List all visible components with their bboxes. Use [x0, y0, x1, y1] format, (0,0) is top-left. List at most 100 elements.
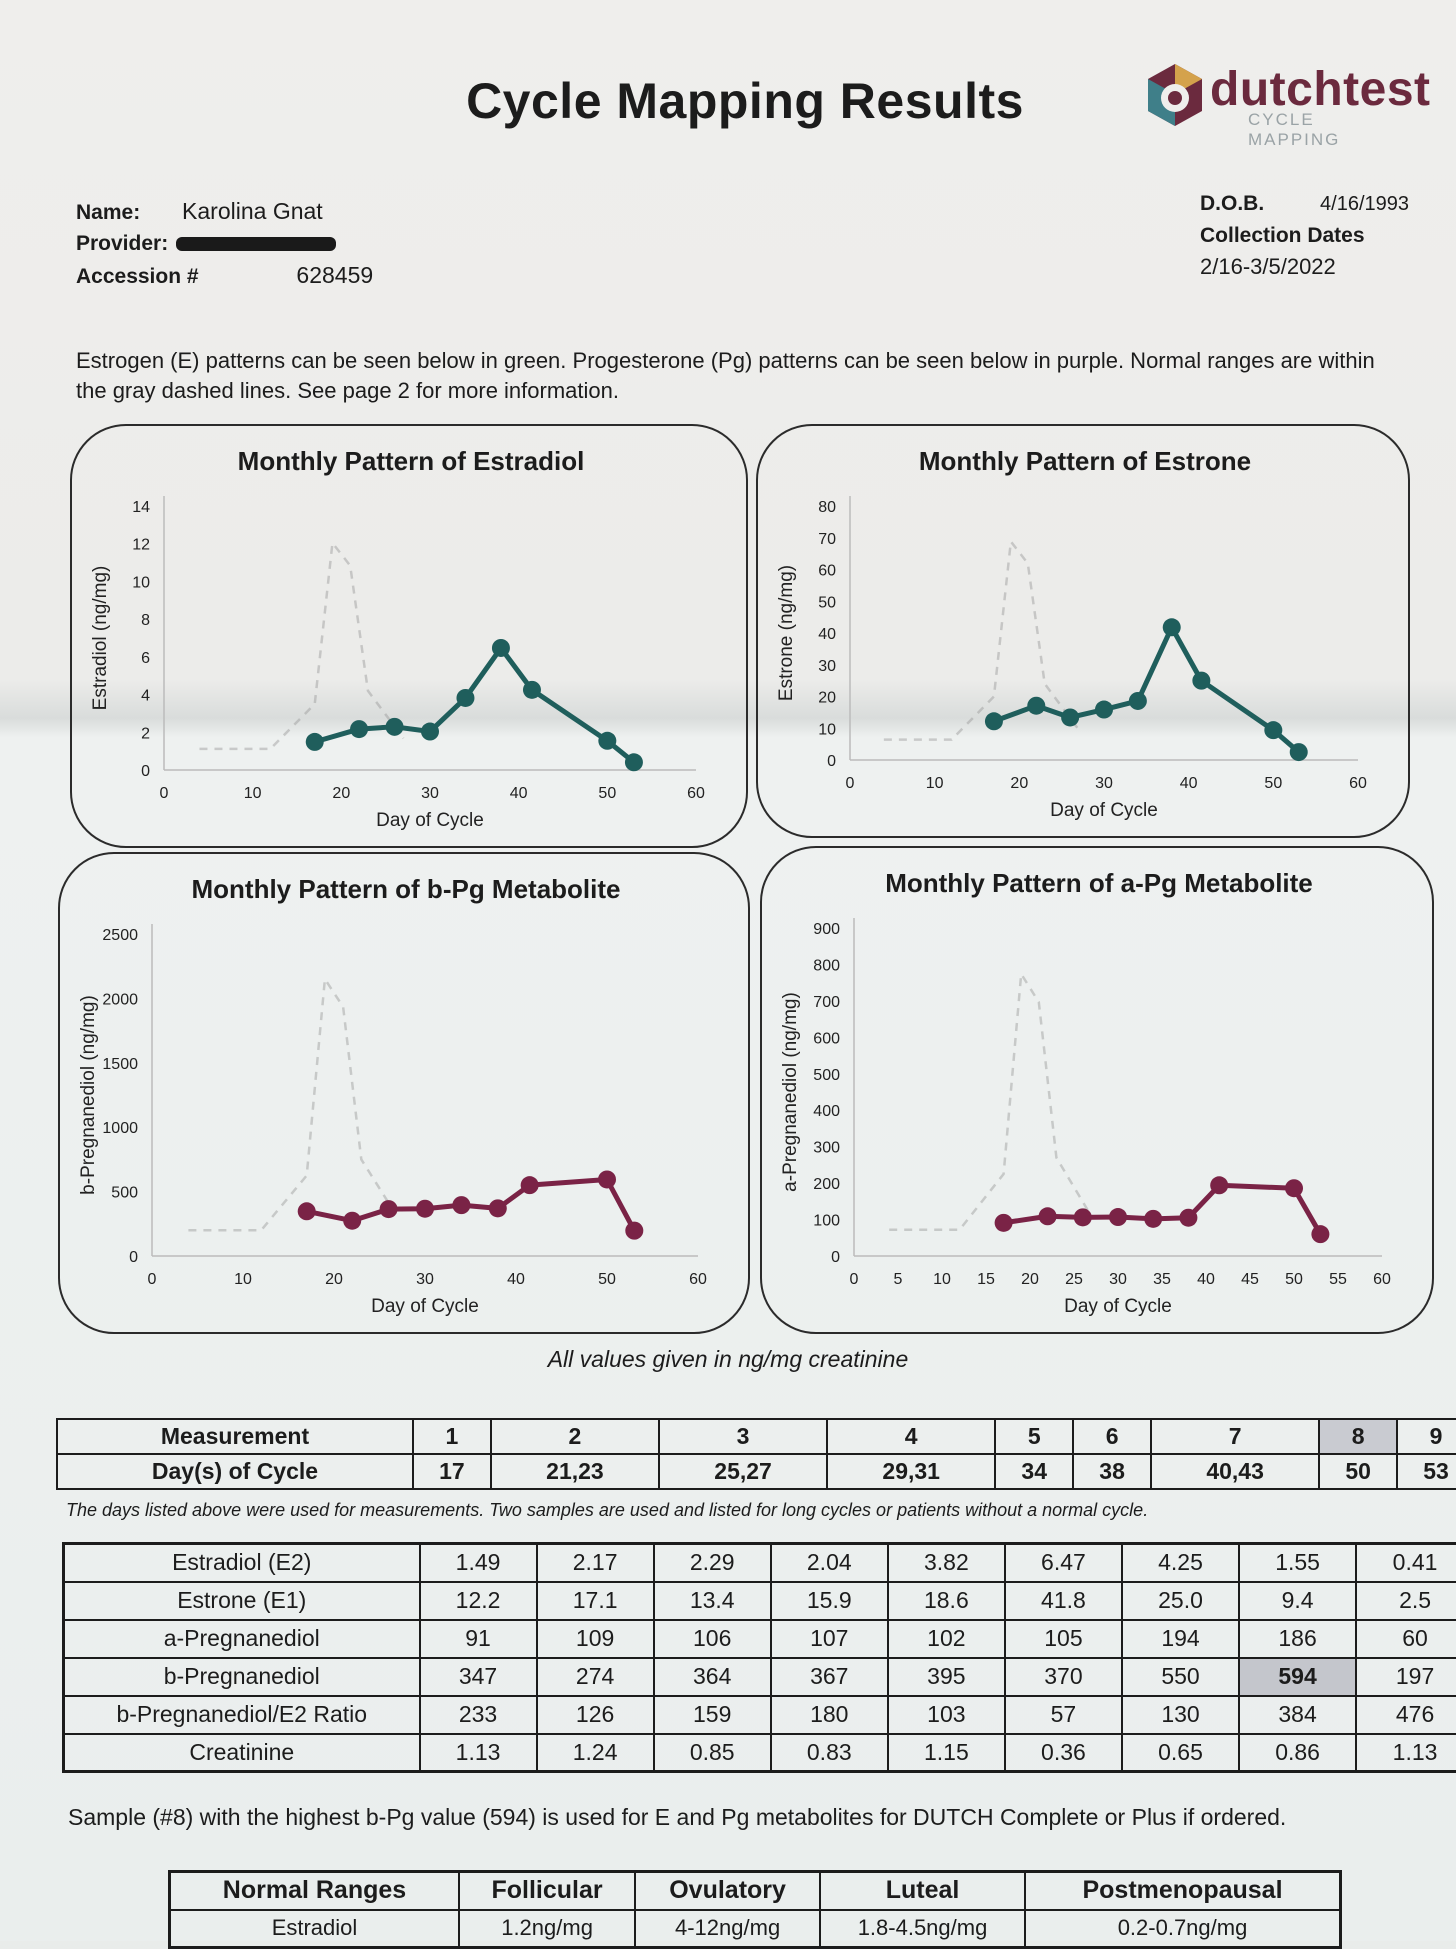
- y-tick-label: 1000: [102, 1120, 138, 1137]
- results-cell: 159: [654, 1696, 771, 1734]
- data-point: [416, 1200, 434, 1218]
- cycle-day: 40,43: [1151, 1454, 1319, 1489]
- y-tick-label: 6: [141, 650, 150, 667]
- range-label: Estradiol: [170, 1910, 459, 1948]
- results-cell: 13.4: [654, 1582, 771, 1620]
- x-tick-label: 45: [1241, 1271, 1259, 1288]
- data-point: [1129, 692, 1147, 710]
- data-point: [985, 712, 1003, 730]
- y-tick-label: 12: [132, 537, 150, 554]
- results-cell: 2.29: [654, 1544, 771, 1582]
- x-tick-label: 40: [507, 1271, 525, 1288]
- data-point: [1311, 1225, 1329, 1243]
- data-point: [489, 1199, 507, 1217]
- cycle-day: 38: [1073, 1454, 1151, 1489]
- results-row-label: Estrone (E1): [64, 1582, 420, 1620]
- x-axis-label: Day of Cycle: [371, 1296, 479, 1317]
- results-cell: 102: [888, 1620, 1005, 1658]
- results-cell: 17.1: [537, 1582, 654, 1620]
- y-tick-label: 20: [818, 690, 836, 707]
- results-cell: 0.65: [1122, 1734, 1239, 1772]
- data-point: [625, 1222, 643, 1240]
- data-point: [1192, 672, 1210, 690]
- data-point: [1074, 1208, 1092, 1226]
- y-tick-label: 40: [818, 626, 836, 643]
- results-cell: 103: [888, 1696, 1005, 1734]
- results-row-label: Estradiol (E2): [64, 1544, 420, 1582]
- dutch-logo-icon: [1140, 60, 1210, 130]
- results-cell: 370: [1005, 1658, 1122, 1696]
- results-cell: 1.24: [537, 1734, 654, 1772]
- measurement-label: Measurement: [57, 1419, 413, 1454]
- x-tick-label: 40: [1180, 775, 1198, 792]
- results-cell: 105: [1005, 1620, 1122, 1658]
- results-cell: 0.86: [1239, 1734, 1356, 1772]
- x-axis-label: Day of Cycle: [1050, 800, 1158, 821]
- cycle-day: 34: [995, 1454, 1073, 1489]
- series-line: [315, 648, 634, 762]
- chart-estrone: Monthly Pattern of Estrone01020304050607…: [758, 426, 1412, 840]
- range-value: 1.8-4.5ng/mg: [820, 1910, 1025, 1948]
- provider-redaction: [176, 237, 336, 251]
- x-tick-label: 20: [1010, 775, 1028, 792]
- y-tick-label: 900: [813, 921, 840, 938]
- y-tick-label: 10: [818, 721, 836, 738]
- results-cell: 180: [771, 1696, 888, 1734]
- cycle-day: 53: [1397, 1454, 1456, 1489]
- x-tick-label: 30: [1109, 1271, 1127, 1288]
- results-cell: 367: [771, 1658, 888, 1696]
- x-tick-label: 55: [1329, 1271, 1347, 1288]
- range-value: 1.2ng/mg: [459, 1910, 635, 1948]
- x-tick-label: 10: [244, 785, 262, 802]
- data-point: [1061, 708, 1079, 726]
- accession-number: 628459: [296, 262, 373, 288]
- data-point: [1210, 1176, 1228, 1194]
- accession-row: Accession # 628459: [76, 262, 373, 289]
- y-tick-label: 400: [813, 1103, 840, 1120]
- results-cell: 2.04: [771, 1544, 888, 1582]
- results-cell: 3.82: [888, 1544, 1005, 1582]
- y-tick-label: 0: [129, 1249, 138, 1266]
- results-cell: 109: [537, 1620, 654, 1658]
- collection-dates: 2/16-3/5/2022: [1200, 254, 1336, 280]
- results-cell: 41.8: [1005, 1582, 1122, 1620]
- results-cell: 6.47: [1005, 1544, 1122, 1582]
- results-cell: 384: [1239, 1696, 1356, 1734]
- y-axis-label: b-Pregnanediol (ng/mg): [78, 995, 99, 1195]
- normal-range-dashed-line: [889, 974, 1091, 1230]
- results-cell: 194: [1122, 1620, 1239, 1658]
- results-cell: 0.41: [1356, 1544, 1456, 1582]
- data-point: [625, 753, 643, 771]
- y-tick-label: 10: [132, 574, 150, 591]
- results-cell: 347: [420, 1658, 537, 1696]
- y-tick-label: 70: [818, 531, 836, 548]
- chart-title: Monthly Pattern of b-Pg Metabolite: [192, 874, 621, 904]
- results-cell: 364: [654, 1658, 771, 1696]
- results-cell: 4.25: [1122, 1544, 1239, 1582]
- data-point: [298, 1202, 316, 1220]
- x-tick-label: 15: [977, 1271, 995, 1288]
- x-tick-label: 60: [1373, 1271, 1391, 1288]
- y-tick-label: 0: [831, 1249, 840, 1266]
- results-cell: 594: [1239, 1658, 1356, 1696]
- y-axis-label: a-Pregnanediol (ng/mg): [780, 992, 801, 1192]
- y-tick-label: 8: [141, 612, 150, 629]
- y-tick-label: 1500: [102, 1056, 138, 1073]
- results-cell: 274: [537, 1658, 654, 1696]
- cycle-day: 21,23: [491, 1454, 659, 1489]
- y-tick-label: 14: [132, 499, 150, 516]
- chart-title: Monthly Pattern of a-Pg Metabolite: [885, 868, 1313, 898]
- dob-row: D.O.B. 4/16/1993: [1200, 192, 1409, 216]
- x-tick-label: 30: [421, 785, 439, 802]
- results-cell: 1.55: [1239, 1544, 1356, 1582]
- y-axis-label: Estrone (ng/mg): [776, 565, 797, 701]
- results-cell: 18.6: [888, 1582, 1005, 1620]
- data-point: [380, 1200, 398, 1218]
- results-cell: 550: [1122, 1658, 1239, 1696]
- name-row: Name: Karolina Gnat: [76, 198, 323, 225]
